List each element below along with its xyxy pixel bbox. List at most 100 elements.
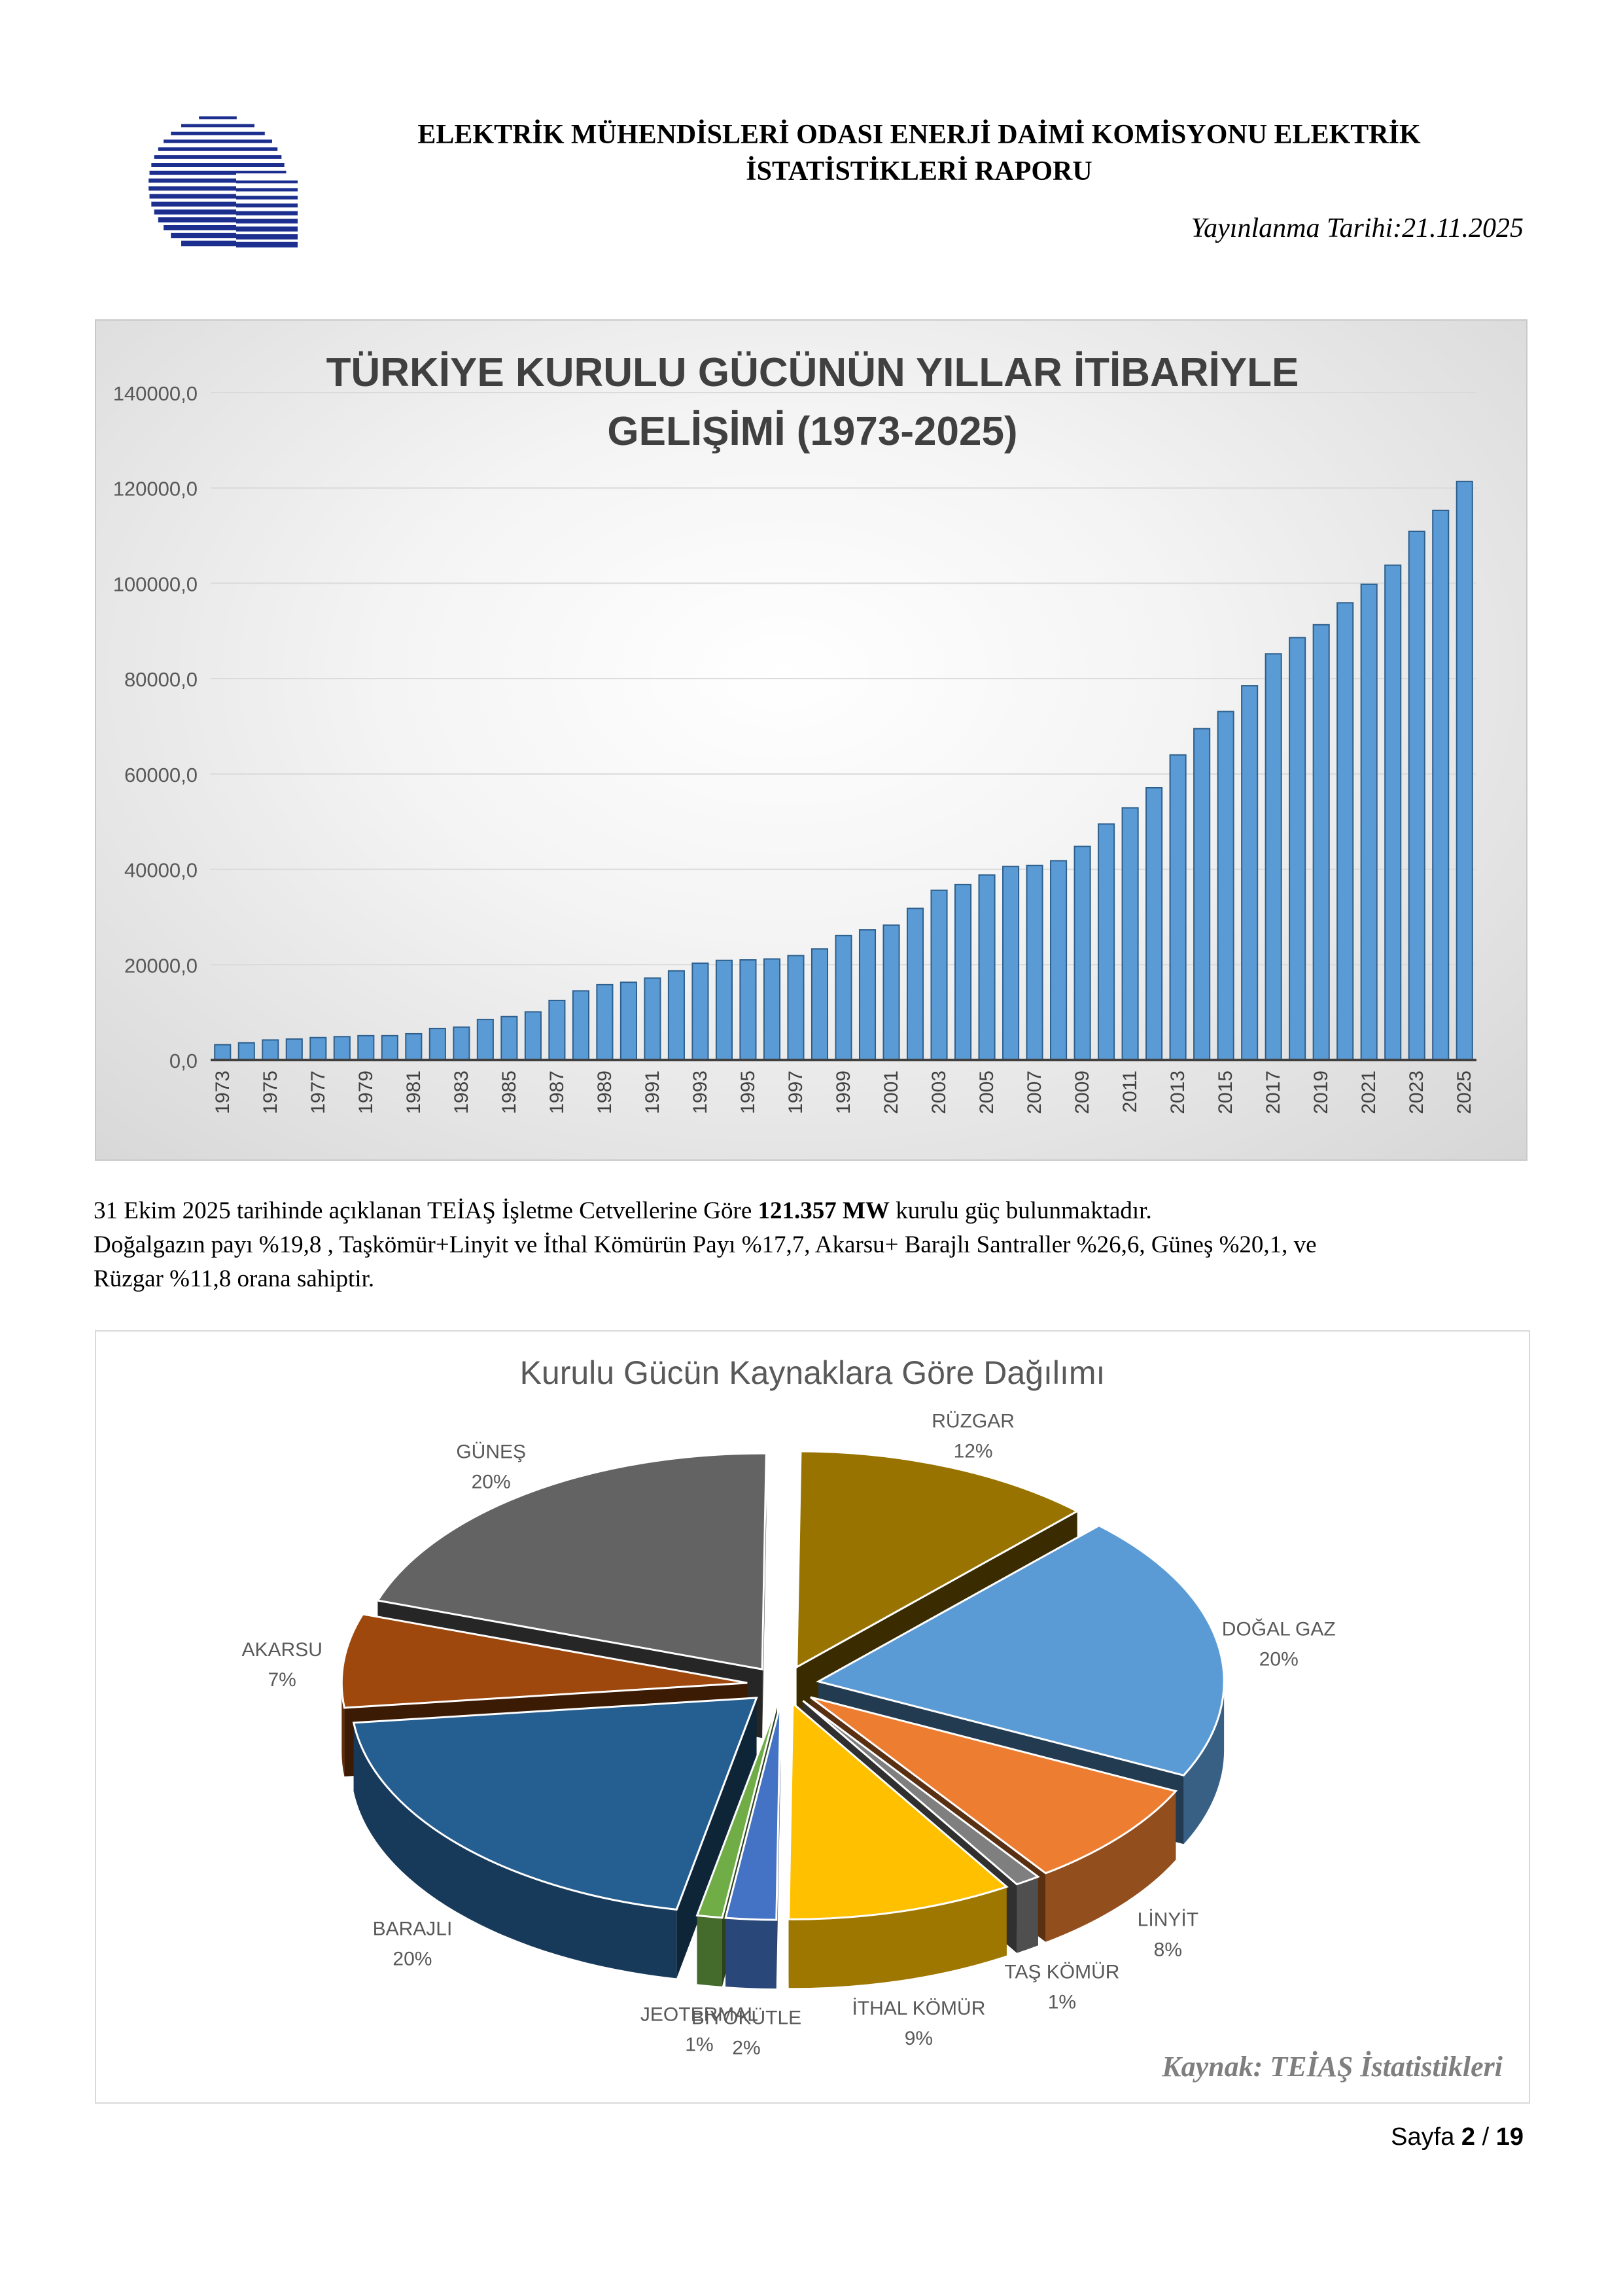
x-tick-label: 1995	[737, 1070, 759, 1114]
y-tick-label: 80000,0	[124, 668, 198, 691]
x-tick-label: 2025	[1454, 1070, 1475, 1114]
x-tick-label: 1977	[307, 1070, 329, 1114]
x-tick-label: 1999	[833, 1070, 854, 1114]
pie-label: RÜZGAR 12%	[932, 1410, 1015, 1462]
x-tick-label: 2005	[976, 1070, 998, 1114]
logo-stripe	[171, 232, 265, 239]
logo-stripe	[181, 240, 254, 247]
bar	[1384, 564, 1402, 1061]
pie-slice	[810, 1696, 1178, 1875]
pie-label: GÜNEŞ 20%	[456, 1441, 526, 1493]
pie-label: DOĞAL GAZ 20%	[1222, 1619, 1336, 1670]
logo-stripe	[148, 178, 287, 183]
x-tick-label: 2011	[1119, 1070, 1141, 1113]
page-current: 2	[1461, 2123, 1476, 2151]
emo-logo	[148, 116, 298, 258]
x-tick-label: 1973	[212, 1070, 234, 1114]
bar	[1241, 685, 1259, 1061]
x-tick-label: 1983	[451, 1070, 472, 1114]
bar	[428, 1027, 446, 1061]
pie-slice	[788, 1701, 1009, 1920]
pie-slice	[795, 1450, 1079, 1669]
logo-stripe	[149, 194, 287, 199]
x-tick-label: 2023	[1406, 1070, 1427, 1114]
x-tick-label: 1989	[594, 1070, 616, 1114]
x-tick-label: 1985	[498, 1070, 520, 1114]
bar	[811, 948, 829, 1061]
pie-slice-wall	[1045, 1791, 1176, 1942]
pie-slice	[352, 1697, 758, 1911]
logo-stripe	[236, 188, 298, 192]
logo-stripe	[164, 225, 272, 230]
logo-stripe	[154, 155, 282, 159]
pie-label-name: LİNYİT	[1138, 1909, 1198, 1931]
total-capacity-value: 121.357 MW	[758, 1197, 890, 1224]
bar	[1073, 845, 1091, 1061]
bar	[381, 1034, 398, 1061]
bar	[476, 1019, 494, 1061]
y-tick-label: 100000,0	[113, 573, 198, 595]
logo-stripe	[236, 180, 298, 184]
x-tick-label: 1981	[403, 1070, 425, 1114]
bar	[763, 958, 781, 1061]
bar	[739, 959, 757, 1061]
bar-chart-title-line1: TÜRKİYE KURULU GÜCÜNÜN YILLAR İTİBARİYLE	[326, 350, 1299, 395]
bar	[1408, 531, 1425, 1061]
bar	[930, 889, 948, 1061]
pie-label: İTHAL KÖMÜR 9%	[852, 1998, 985, 2049]
x-tick-label: 2013	[1167, 1070, 1189, 1114]
bar	[620, 981, 637, 1061]
pie-label-percent: 20%	[393, 1948, 432, 1969]
bar	[1432, 509, 1450, 1061]
pie-label-percent: 1%	[1048, 1991, 1076, 2013]
pie-label-percent: 9%	[905, 2028, 933, 2049]
bar	[500, 1016, 518, 1061]
logo-stripe	[171, 132, 265, 135]
bar	[1050, 860, 1068, 1061]
bar	[1217, 711, 1234, 1061]
pie-slice-wall	[788, 1886, 1007, 1988]
logo-stripe	[236, 203, 298, 207]
bar	[1193, 728, 1211, 1061]
x-tick-label: 2007	[1024, 1070, 1045, 1114]
bar	[1121, 807, 1139, 1061]
bar	[787, 955, 805, 1061]
pie-label-name: GÜNEŞ	[456, 1441, 526, 1463]
pie-label: BİYOKÜTLE 2%	[691, 2007, 801, 2058]
bar	[453, 1026, 470, 1061]
x-tick-label: 2021	[1358, 1070, 1380, 1114]
bar	[835, 934, 852, 1061]
bar	[978, 874, 996, 1061]
y-tick-label: 120000,0	[113, 478, 198, 501]
bar	[548, 999, 566, 1061]
summary-line1-post: kurulu güç bulunmaktadır.	[889, 1197, 1152, 1224]
x-tick-label: 2019	[1310, 1070, 1332, 1114]
pie-label-name: BİYOKÜTLE	[691, 2007, 801, 2028]
logo-stripe	[154, 209, 282, 215]
pie-label-name: BARAJLI	[373, 1918, 453, 1939]
x-tick-label: 1993	[689, 1070, 711, 1114]
bar	[1098, 823, 1115, 1061]
page-separator: /	[1475, 2123, 1496, 2151]
y-tick-label: 40000,0	[124, 859, 198, 882]
bar	[405, 1033, 423, 1061]
bar	[1265, 653, 1282, 1061]
pie-slice-wall	[1017, 1877, 1038, 1953]
logo-stripe	[164, 139, 272, 143]
logo-stripe	[236, 219, 298, 224]
bar	[644, 977, 661, 1061]
report-title-line1: ELEKTRİK MÜHENDİSLERİ ODASI ENERJİ DAİMİ…	[417, 120, 1421, 150]
logo-stripe	[148, 186, 287, 191]
summary-text: 31 Ekim 2025 tarihinde açıklanan TEİAŞ İ…	[94, 1194, 1533, 1296]
page-total: 19	[1495, 2123, 1524, 2151]
logo-stripe	[236, 234, 298, 239]
logo-stripe	[151, 202, 285, 207]
bar	[1145, 786, 1163, 1061]
bar	[285, 1038, 303, 1061]
pie-slice-wall	[697, 1915, 722, 1987]
pie-label-percent: 20%	[472, 1472, 511, 1493]
summary-line3: Rüzgar %11,8 orana sahiptir.	[94, 1265, 375, 1292]
logo-stripe	[158, 147, 278, 151]
pie-slice	[375, 1452, 767, 1670]
pie-label-percent: 8%	[1154, 1939, 1182, 1961]
